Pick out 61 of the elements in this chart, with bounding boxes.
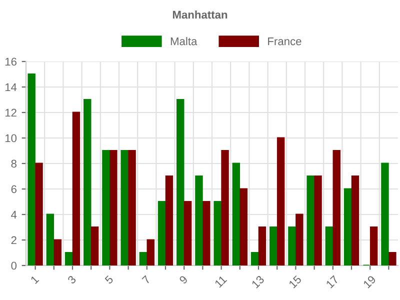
bar	[110, 150, 118, 266]
bar	[102, 150, 110, 266]
bar	[128, 150, 136, 266]
y-tick-label: 10	[5, 134, 17, 142]
bar	[165, 176, 174, 266]
bar	[332, 150, 340, 266]
x-tick-label: 7	[142, 275, 151, 284]
bar	[325, 226, 334, 266]
bar	[232, 162, 240, 266]
bar	[288, 226, 296, 266]
bar	[221, 150, 229, 266]
bar	[314, 176, 322, 266]
y-tick-label: 12	[5, 108, 16, 117]
x-tick-label: 5	[104, 275, 114, 284]
y-tick-label: 16	[5, 58, 16, 66]
bar	[158, 201, 166, 266]
bar	[240, 188, 248, 266]
bar	[64, 252, 73, 266]
bar	[176, 99, 184, 266]
y-tick-label: 2	[11, 236, 16, 244]
y-tick-label: 6	[11, 185, 16, 194]
bar	[351, 176, 360, 266]
x-tick-label: 1	[30, 275, 40, 284]
legend-label: Malta	[170, 37, 198, 46]
bar	[146, 239, 154, 266]
bar	[46, 214, 54, 266]
y-tick-label: 0	[11, 262, 17, 270]
bar	[84, 99, 92, 266]
bar	[139, 252, 148, 266]
x-tick-label: 17	[326, 275, 339, 288]
x-tick-label: 9	[178, 275, 188, 284]
chart-title: Manhattan	[172, 10, 228, 19]
bar	[202, 201, 210, 266]
bar	[184, 201, 192, 266]
bar	[250, 252, 259, 266]
bar	[214, 201, 222, 266]
y-tick-label: 8	[11, 160, 16, 168]
x-tick-label: 15	[288, 275, 302, 288]
bar	[195, 176, 203, 266]
x-tick-label: 11	[214, 275, 228, 288]
y-tick-label: 14	[5, 83, 17, 92]
bar	[72, 112, 80, 266]
bar	[90, 226, 99, 266]
bar	[276, 137, 285, 266]
bar	[28, 74, 36, 266]
bar	[370, 226, 378, 266]
x-tick-label: 13	[251, 275, 265, 288]
bar	[35, 162, 43, 266]
bar	[120, 150, 128, 266]
bar	[258, 226, 266, 266]
bar	[54, 239, 62, 266]
bar	[388, 252, 396, 266]
bar	[381, 162, 389, 266]
x-tick-label: 19	[362, 275, 376, 288]
y-tick-label: 4	[11, 210, 17, 219]
bar	[344, 188, 352, 266]
bar	[296, 214, 304, 266]
x-tick-label: 3	[67, 275, 76, 284]
legend-label: France	[268, 37, 302, 46]
bar	[306, 176, 314, 266]
bar	[270, 226, 278, 266]
